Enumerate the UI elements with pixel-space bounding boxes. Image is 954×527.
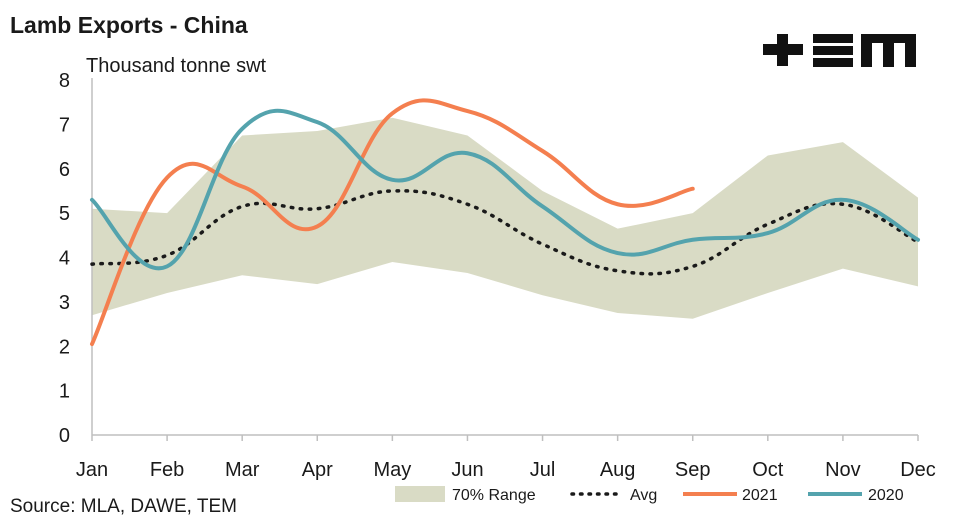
x-tick-label: Jun	[451, 459, 483, 481]
y-tick-label: 3	[59, 292, 70, 314]
y-axis-label: Thousand tonne swt	[86, 55, 267, 77]
legend-label-2021: 2021	[742, 487, 778, 504]
x-tick-label: Jan	[76, 459, 108, 481]
y-tick-label: 0	[59, 425, 70, 447]
x-tick-label: Aug	[600, 459, 636, 481]
y-tick-label: 4	[59, 248, 70, 270]
y-tick-label: 5	[59, 203, 70, 225]
x-tick-label: Feb	[150, 459, 184, 481]
x-tick-label: Mar	[225, 459, 260, 481]
x-tick-label: Apr	[302, 459, 333, 481]
range-band	[92, 117, 918, 319]
x-tick-label: May	[373, 459, 411, 481]
x-tick-label: Dec	[900, 459, 936, 481]
series-line-2021	[90, 98, 695, 347]
tem-logo-icon	[763, 34, 916, 67]
source-note: Source: MLA, DAWE, TEM	[10, 496, 237, 517]
legend-swatch-range	[395, 486, 445, 502]
legend-label-2020: 2020	[868, 487, 904, 504]
x-tick-label: Jul	[530, 459, 556, 481]
y-tick-label: 2	[59, 336, 70, 358]
legend-label-avg: Avg	[630, 487, 657, 504]
y-tick-label: 8	[59, 70, 70, 92]
y-tick-label: 1	[59, 381, 70, 403]
y-tick-label: 6	[59, 159, 70, 181]
x-tick-label: Nov	[825, 459, 861, 481]
chart-title: Lamb Exports - China	[10, 12, 248, 38]
series-line-avg	[90, 189, 920, 276]
tem-logo	[763, 30, 918, 75]
legend-label-range: 70% Range	[452, 487, 536, 504]
x-tick-label: Oct	[752, 459, 784, 481]
y-tick-label: 7	[59, 114, 70, 136]
x-tick-label: Sep	[675, 459, 711, 481]
